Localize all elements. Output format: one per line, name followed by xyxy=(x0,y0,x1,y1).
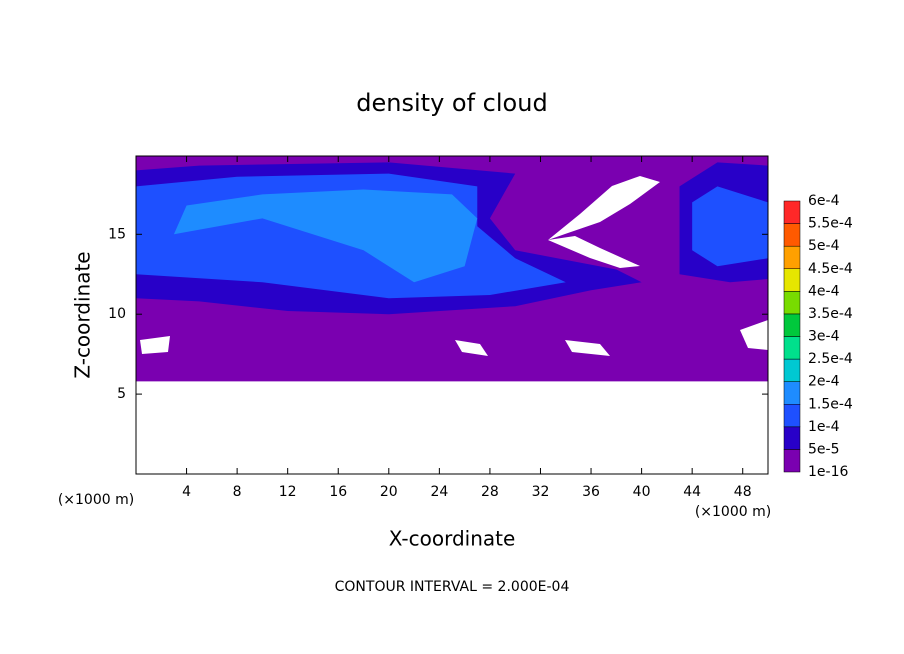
colorbar-swatch xyxy=(783,336,801,360)
x-axis-label: X-coordinate xyxy=(389,527,516,551)
colorbar-label: 5e-4 xyxy=(808,238,840,254)
x-tick-label: 28 xyxy=(481,484,499,500)
colorbar-label: 4e-4 xyxy=(808,283,840,299)
colorbar-swatch xyxy=(783,426,801,450)
colorbar-label: 1e-16 xyxy=(808,464,848,480)
chart-title: density of cloud xyxy=(356,89,547,117)
colorbar-label: 1.5e-4 xyxy=(808,396,853,412)
no-data xyxy=(455,340,488,356)
colorbar-label: 4.5e-4 xyxy=(808,261,853,277)
x-tick-label: 40 xyxy=(633,484,651,500)
colorbar-swatch xyxy=(783,223,801,247)
colorbar-swatch xyxy=(783,404,801,428)
y-tick-label: 5 xyxy=(117,386,126,402)
field xyxy=(136,156,768,382)
colorbar-swatch xyxy=(783,268,801,292)
x-tick-label: 12 xyxy=(279,484,297,500)
colorbar-label: 2.5e-4 xyxy=(808,351,853,367)
no-data xyxy=(140,336,170,354)
colorbar-label: 2e-4 xyxy=(808,374,840,390)
colorbar-label: 1e-4 xyxy=(808,419,840,435)
contour-region xyxy=(692,186,768,267)
y-tick-label: 15 xyxy=(108,226,126,242)
colorbar-swatch xyxy=(783,449,801,473)
x-tick-label: 20 xyxy=(380,484,398,500)
x-unit-label: (×1000 m) xyxy=(695,504,771,520)
x-tick-label: 16 xyxy=(329,484,347,500)
colorbar-swatch xyxy=(783,313,801,337)
colorbar-label: 6e-4 xyxy=(808,193,840,209)
x-tick-label: 32 xyxy=(532,484,550,500)
colorbar-label: 5.5e-4 xyxy=(808,216,853,232)
x-tick-label: 8 xyxy=(233,484,242,500)
plot-frame xyxy=(135,155,769,475)
x-tick-label: 36 xyxy=(582,484,600,500)
x-tick-label: 44 xyxy=(683,484,701,500)
no-data xyxy=(548,236,640,268)
colorbar-swatch xyxy=(783,381,801,405)
no-data xyxy=(565,340,610,356)
no-data xyxy=(548,176,660,240)
x-tick-label: 24 xyxy=(430,484,448,500)
colorbar-swatch xyxy=(783,291,801,315)
colorbar-label: 3.5e-4 xyxy=(808,306,853,322)
y-unit-label: (×1000 m) xyxy=(58,492,134,508)
y-tick-label: 10 xyxy=(108,306,126,322)
no-data xyxy=(740,320,768,350)
no-data-areas xyxy=(140,176,768,356)
colorbar-label: 3e-4 xyxy=(808,329,840,345)
x-tick-label: 48 xyxy=(734,484,752,500)
colorbar-swatch xyxy=(783,358,801,382)
contour-region xyxy=(173,189,478,283)
y-axis-label: Z-coordinate xyxy=(71,251,95,378)
x-tick-label: 4 xyxy=(182,484,191,500)
colorbar-label: 5e-5 xyxy=(808,441,839,457)
colorbar-swatch xyxy=(783,200,801,224)
footer: CONTOUR INTERVAL = 2.000E-04 xyxy=(335,579,570,595)
colorbar-swatch xyxy=(783,245,801,270)
